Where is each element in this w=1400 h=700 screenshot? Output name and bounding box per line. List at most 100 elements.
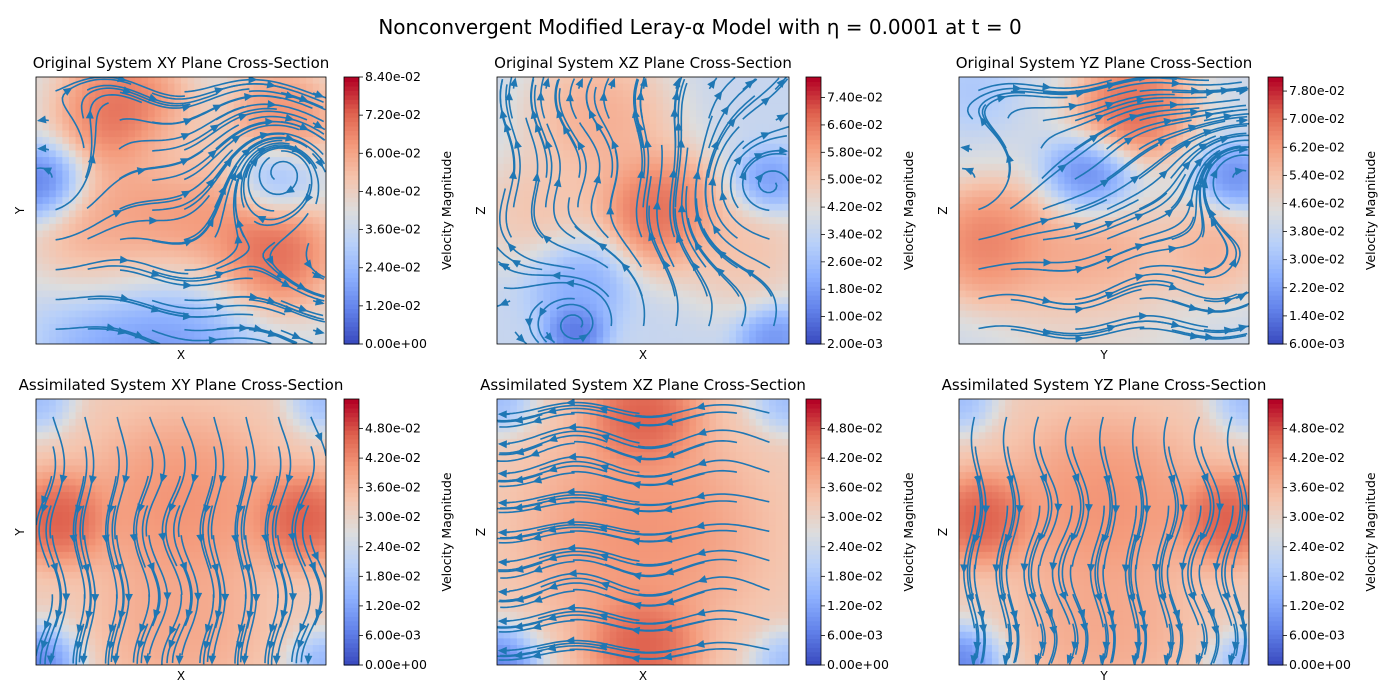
heatmap-cell — [985, 137, 993, 145]
heatmap-cell — [749, 323, 757, 332]
heatmap-cell — [1071, 323, 1079, 332]
heatmap-cell — [643, 317, 651, 325]
heatmap-cell — [1110, 237, 1118, 245]
heatmap-cell — [148, 210, 156, 218]
colorbar-segment — [344, 90, 359, 96]
heatmap-cell — [148, 243, 156, 252]
heatmap-cell — [187, 323, 195, 332]
heatmap-cell — [213, 97, 222, 105]
heatmap-cell — [775, 223, 783, 232]
heatmap-cell — [563, 257, 571, 265]
heatmap-cell — [530, 217, 538, 225]
heatmap-cell — [523, 197, 531, 205]
heatmap-cell — [643, 263, 651, 272]
heatmap-cell — [629, 117, 637, 125]
heatmap-cell — [583, 143, 591, 152]
heatmap-cell — [220, 77, 228, 85]
heatmap-cell — [1097, 183, 1105, 192]
heatmap-cell — [1064, 230, 1072, 238]
heatmap-cell — [550, 130, 558, 138]
heatmap-cell — [306, 243, 314, 252]
heatmap-cell — [68, 190, 77, 198]
heatmap-cell — [722, 243, 730, 252]
heatmap-cell — [148, 130, 156, 138]
heatmap-cell — [233, 123, 241, 131]
heatmap-cell — [749, 243, 757, 252]
heatmap-cell — [141, 177, 149, 185]
heatmap-cell — [998, 310, 1006, 318]
heatmap-cell — [769, 177, 777, 185]
colorbar-segment — [806, 117, 821, 123]
streamline-arrow — [754, 173, 764, 183]
heatmap-cell — [769, 137, 777, 145]
heatmap-cell — [676, 190, 684, 198]
heatmap-cell — [603, 303, 611, 312]
heatmap-cell — [128, 310, 136, 318]
heatmap-cell — [755, 130, 764, 138]
heatmap-cell — [299, 83, 307, 91]
heatmap-cell — [101, 197, 110, 205]
colorbar-segment — [806, 250, 821, 256]
heatmap-cell — [174, 243, 182, 252]
streamline-arrow — [719, 191, 728, 201]
heatmap-cell — [167, 97, 176, 105]
heatmap-cell — [1084, 170, 1092, 178]
heatmap-cell — [174, 170, 182, 178]
heatmap-cell — [1005, 330, 1013, 338]
heatmap-cell — [716, 177, 724, 185]
heatmap-cell — [220, 97, 228, 105]
heatmap-cell — [503, 323, 511, 332]
heatmap-cell — [108, 137, 116, 145]
heatmap-cell — [689, 137, 697, 145]
streamline-arrow — [712, 224, 721, 235]
streamline-arrow — [182, 312, 193, 321]
heatmap-cell — [959, 337, 967, 344]
heatmap-cell — [959, 223, 967, 232]
heatmap-cell — [95, 110, 103, 118]
heatmap-cell — [550, 177, 558, 185]
heatmap-cell — [227, 190, 235, 198]
heatmap-cell — [503, 190, 511, 198]
heatmap-cell — [676, 283, 684, 292]
heatmap-cell — [82, 123, 90, 131]
colorbar-tick-label: 8.40e-02 — [365, 69, 421, 84]
heatmap-cell — [696, 263, 704, 272]
colorbar-segment — [344, 112, 359, 118]
heatmap-cell — [36, 103, 44, 111]
heatmap-cell — [319, 250, 326, 258]
heatmap-cell — [722, 117, 730, 125]
heatmap-cell — [1011, 323, 1019, 332]
heatmap-cell — [959, 217, 967, 225]
heatmap-cell — [497, 177, 505, 185]
heatmap-cell — [174, 317, 182, 325]
heatmap-cell — [497, 117, 505, 125]
heatmap-cell — [729, 177, 737, 185]
heatmap-cell — [213, 263, 222, 272]
heatmap-cell — [755, 317, 764, 325]
heatmap-cell — [266, 163, 274, 172]
heatmap-cell — [1071, 250, 1079, 258]
heatmap-cell — [696, 257, 704, 265]
heatmap-cell — [1038, 170, 1046, 178]
colorbar-segment — [806, 255, 821, 261]
heatmap-cell — [115, 237, 123, 245]
heatmap-cell — [279, 183, 288, 192]
heatmap-cell — [709, 337, 717, 344]
heatmap-cell — [722, 163, 730, 172]
heatmap-cell — [978, 157, 986, 165]
heatmap-cell — [742, 330, 750, 338]
heatmap-cell — [662, 283, 671, 292]
heatmap-cell — [1005, 97, 1013, 105]
heatmap-cell — [95, 137, 103, 145]
heatmap-cell — [187, 117, 195, 125]
heatmap-cell — [1018, 270, 1026, 278]
streamline-arrow — [244, 93, 254, 101]
heatmap-cell — [583, 123, 591, 131]
heatmap-cell — [148, 203, 156, 212]
heatmap-cell — [82, 203, 90, 212]
streamline-arrow — [532, 172, 541, 182]
heatmap-cell — [972, 283, 980, 292]
heatmap-cell — [42, 90, 50, 98]
heatmap-cell — [233, 97, 241, 105]
heatmap-cell — [735, 130, 744, 138]
